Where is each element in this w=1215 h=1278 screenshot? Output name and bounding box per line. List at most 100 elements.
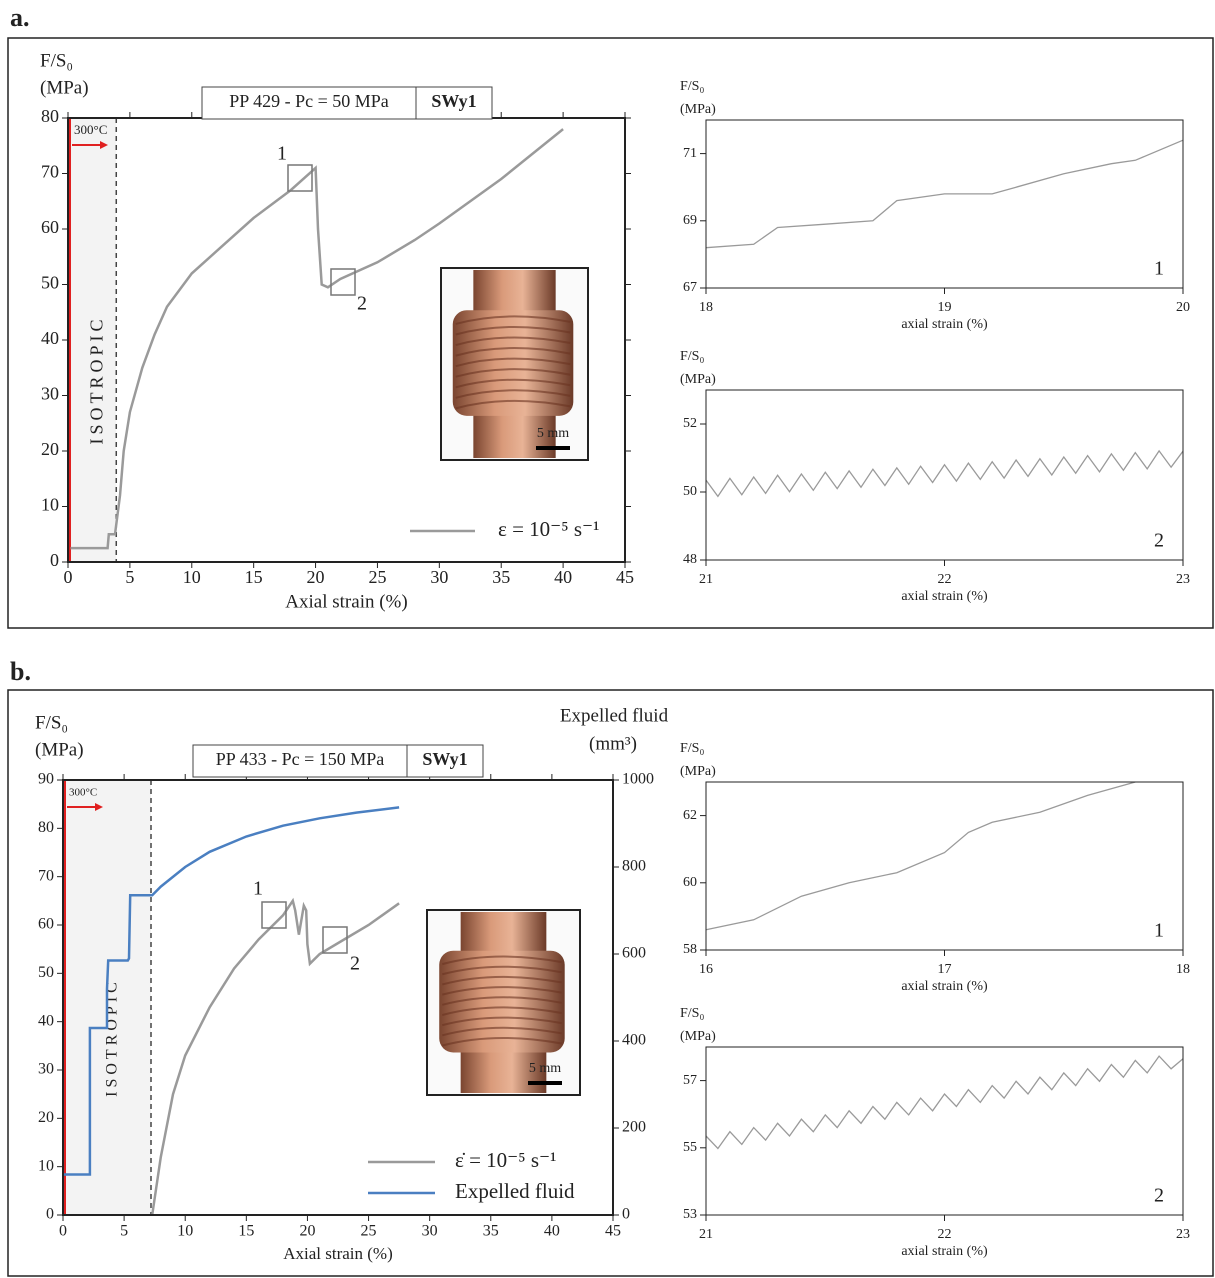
x-tick-label: 20 bbox=[307, 567, 325, 587]
zoom-label: 1 bbox=[253, 878, 263, 900]
photo-fold bbox=[455, 325, 571, 336]
y-axis-label: (MPa) bbox=[40, 77, 89, 98]
x-tick-label: 45 bbox=[605, 1223, 621, 1240]
x-tick-label: 45 bbox=[616, 567, 634, 587]
x-tick-label: 18 bbox=[699, 300, 713, 315]
photo-fold bbox=[442, 1016, 562, 1027]
y-axis-label: (MPa) bbox=[35, 739, 84, 760]
y-tick-label: 0 bbox=[46, 1206, 54, 1223]
y2-tick-label: 600 bbox=[622, 945, 646, 962]
test-label: PP 433 - Pc = 150 MPa bbox=[216, 749, 385, 769]
y-tick-label: 70 bbox=[41, 162, 59, 182]
x-axis-label: axial strain (%) bbox=[901, 979, 988, 994]
zoom-label: 1 bbox=[1154, 258, 1164, 280]
x-tick-label: 30 bbox=[430, 567, 448, 587]
material-label: SWy1 bbox=[431, 91, 476, 111]
y-tick-label: 10 bbox=[41, 495, 59, 515]
y-tick-label: 55 bbox=[683, 1140, 697, 1155]
y-axis-label: F/S₀ bbox=[680, 349, 704, 364]
y-axis-label: F/S₀ bbox=[680, 79, 704, 94]
zoom-box bbox=[330, 268, 356, 296]
panel-frame bbox=[7, 37, 1214, 629]
y-tick-label: 10 bbox=[38, 1157, 54, 1174]
panel-label: a. bbox=[10, 3, 30, 32]
plot-frame bbox=[62, 779, 614, 1216]
legend-label: Expelled fluid bbox=[455, 1179, 575, 1203]
temperature-label: 300°C bbox=[69, 787, 97, 799]
data-line bbox=[70, 128, 564, 550]
zoom-box bbox=[322, 926, 348, 954]
y-tick-label: 52 bbox=[683, 416, 697, 431]
y2-axis-label: (mm³) bbox=[589, 733, 637, 754]
y2-tick-label: 0 bbox=[622, 1206, 630, 1223]
y-tick-label: 0 bbox=[50, 550, 59, 570]
photo-fold bbox=[455, 315, 571, 325]
plot-frame bbox=[705, 389, 1184, 561]
data-line bbox=[150, 897, 400, 1216]
x-axis-label: Axial strain (%) bbox=[285, 591, 407, 612]
y-tick-label: 30 bbox=[41, 384, 59, 404]
y-tick-label: 40 bbox=[41, 328, 59, 348]
legend-label: ε̇ = 10⁻⁵ s⁻¹ bbox=[455, 1148, 556, 1172]
x-tick-label: 25 bbox=[368, 567, 386, 587]
y-tick-label: 80 bbox=[41, 106, 59, 126]
x-tick-label: 16 bbox=[699, 962, 713, 977]
y2-tick-label: 1000 bbox=[622, 771, 654, 788]
photo-fold bbox=[442, 986, 562, 996]
photo-jacket bbox=[452, 310, 574, 416]
x-tick-label: 30 bbox=[422, 1223, 438, 1240]
y-tick-label: 70 bbox=[38, 867, 54, 884]
scale-bar-label: 5 mm bbox=[537, 426, 569, 441]
x-tick-label: 23 bbox=[1176, 572, 1190, 587]
y-tick-label: 30 bbox=[38, 1061, 54, 1078]
x-tick-label: 5 bbox=[120, 1223, 128, 1240]
y-tick-label: 80 bbox=[38, 819, 54, 836]
zoom-label: 2 bbox=[357, 293, 367, 315]
x-tick-label: 21 bbox=[699, 1227, 713, 1242]
zoom-label: 2 bbox=[350, 953, 360, 975]
test-label: PP 429 - Pc = 50 MPa bbox=[229, 91, 389, 111]
test-label-box bbox=[192, 744, 484, 778]
y2-tick-label: 200 bbox=[622, 1119, 646, 1136]
y-tick-label: 67 bbox=[683, 280, 697, 295]
x-tick-label: 21 bbox=[699, 572, 713, 587]
x-tick-label: 35 bbox=[483, 1223, 499, 1240]
y-tick-label: 60 bbox=[41, 217, 59, 237]
y2-tick-label: 400 bbox=[622, 1032, 646, 1049]
panel-frame bbox=[7, 689, 1214, 1277]
scale-bar-label: 5 mm bbox=[529, 1061, 561, 1076]
x-tick-label: 10 bbox=[183, 567, 201, 587]
test-label-box bbox=[201, 86, 493, 120]
y2-tick-label: 800 bbox=[622, 858, 646, 875]
x-tick-label: 15 bbox=[245, 567, 263, 587]
zoom-label: 2 bbox=[1154, 1185, 1164, 1207]
y-tick-label: 50 bbox=[41, 273, 59, 293]
y-tick-label: 57 bbox=[683, 1073, 697, 1088]
y-tick-label: 58 bbox=[683, 942, 697, 957]
y-axis-label: (MPa) bbox=[680, 1029, 716, 1044]
photo-fold bbox=[442, 996, 562, 1006]
material-label: SWy1 bbox=[422, 749, 467, 769]
x-tick-label: 35 bbox=[492, 567, 510, 587]
x-tick-label: 23 bbox=[1176, 1227, 1190, 1242]
temperature-label: 300°C bbox=[74, 122, 107, 137]
y-axis-label: F/S₀ bbox=[40, 50, 73, 71]
photo-fold bbox=[455, 389, 571, 399]
x-tick-label: 40 bbox=[554, 567, 572, 587]
photo-fold bbox=[455, 368, 571, 378]
region-label: ISOTROPIC bbox=[86, 315, 106, 444]
y-tick-label: 50 bbox=[38, 964, 54, 981]
y-tick-label: 53 bbox=[683, 1207, 697, 1222]
photo-fold bbox=[455, 347, 571, 357]
y-tick-label: 71 bbox=[683, 146, 697, 161]
zoom-box bbox=[261, 901, 287, 929]
data-line bbox=[63, 806, 400, 1176]
x-tick-label: 0 bbox=[64, 567, 73, 587]
panel-label: b. bbox=[10, 657, 31, 686]
y-tick-label: 69 bbox=[683, 213, 697, 228]
plot-frame bbox=[705, 781, 1184, 951]
photo-fold bbox=[455, 399, 571, 410]
y-axis-label: F/S₀ bbox=[680, 741, 704, 756]
zoom-box bbox=[287, 164, 313, 192]
y-axis-label: (MPa) bbox=[680, 764, 716, 779]
